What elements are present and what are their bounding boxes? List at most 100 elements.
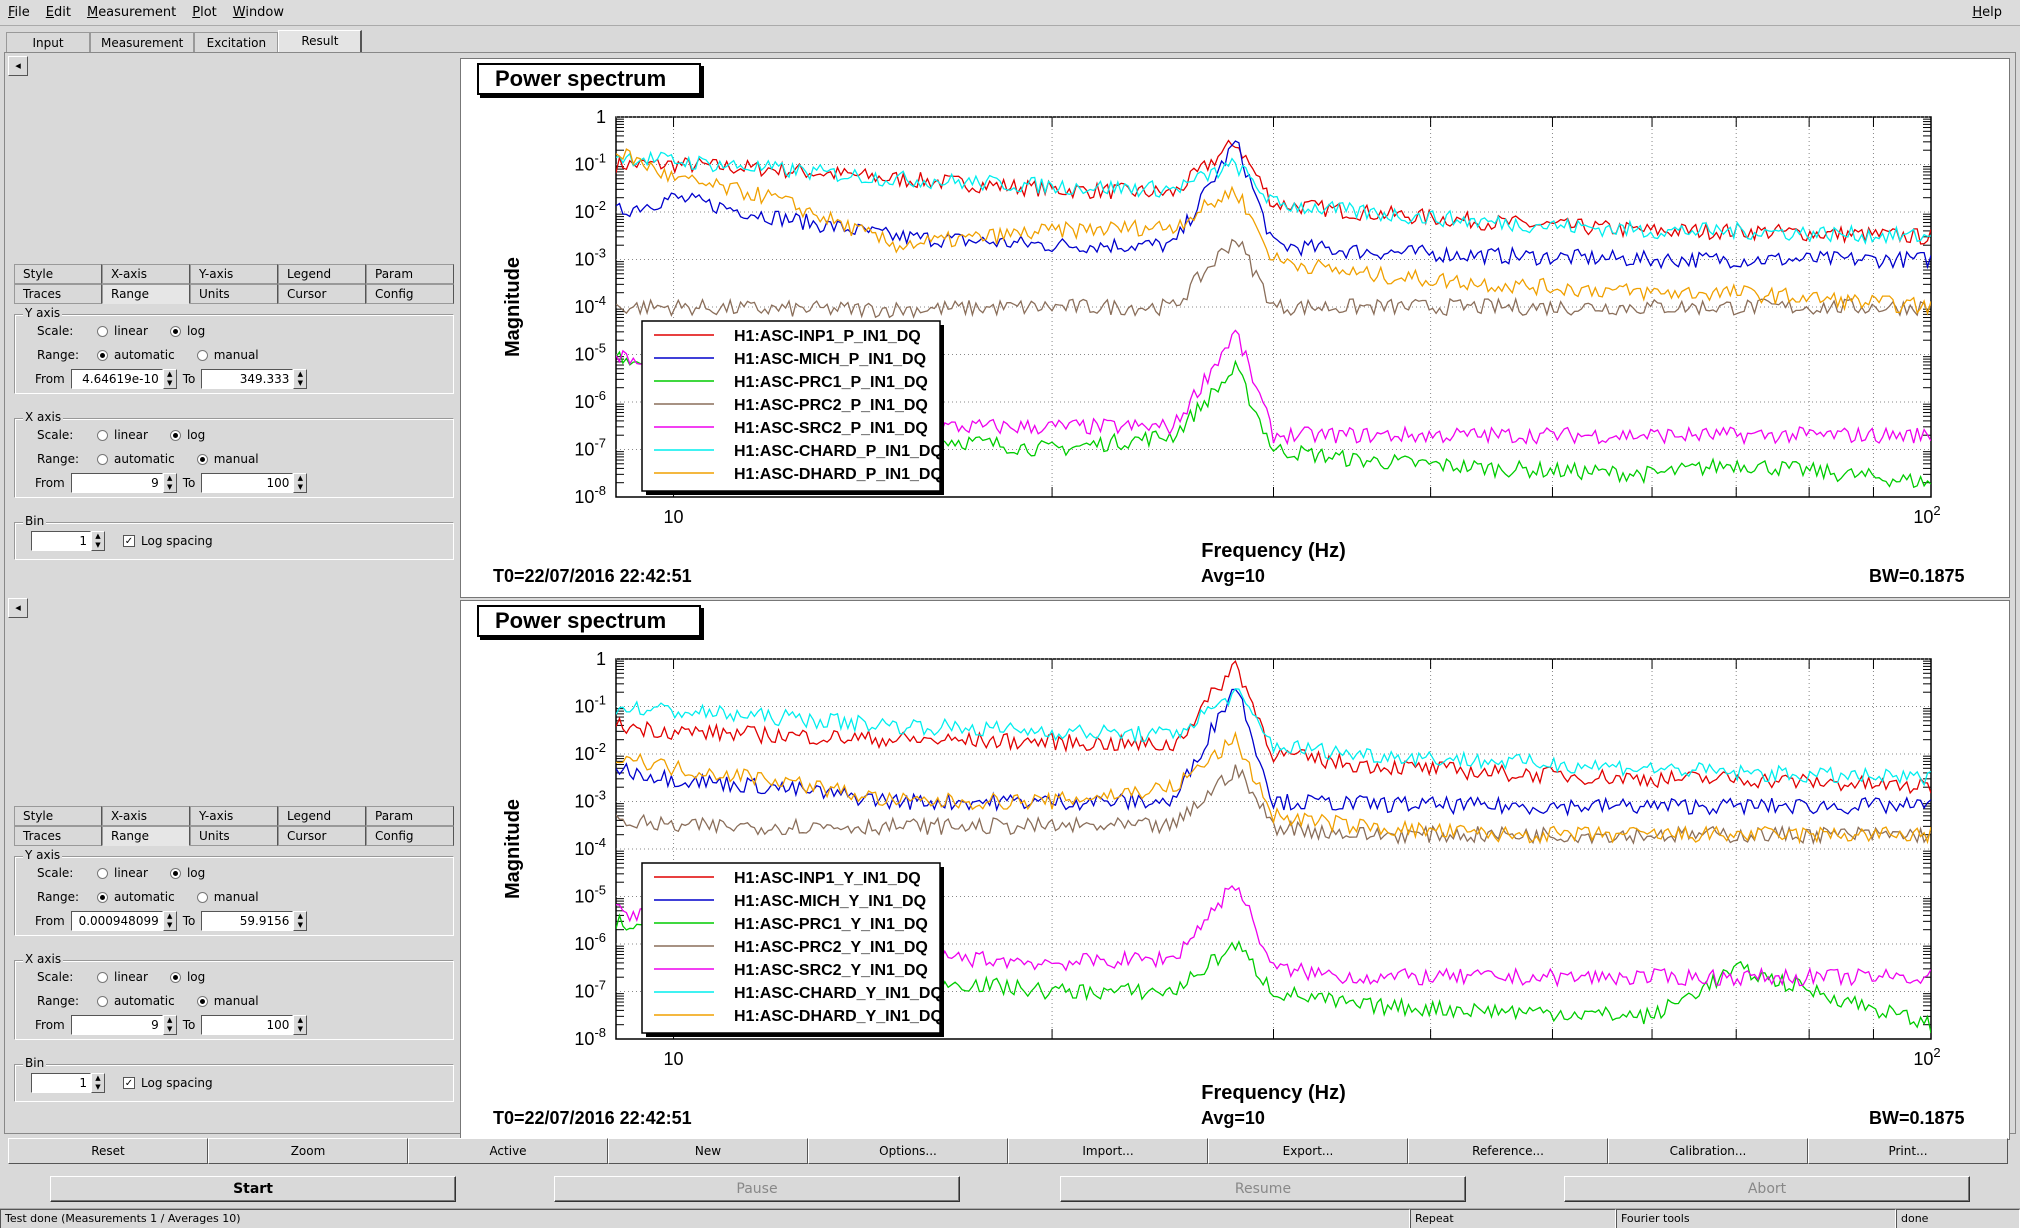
tab-input[interactable]: Input <box>6 32 90 52</box>
y-range-manual-radio[interactable] <box>196 349 208 361</box>
subtab-config[interactable]: Config <box>366 826 454 846</box>
y-scale-log-radio[interactable] <box>169 325 181 337</box>
subtab-range[interactable]: Range <box>102 284 190 304</box>
y-scale-linear-radio[interactable] <box>97 325 108 337</box>
legend-entry: H1:ASC-INP1_P_IN1_DQ <box>734 328 921 345</box>
print-button[interactable]: Print... <box>1808 1138 2008 1164</box>
x-range-manual-label: manual <box>213 994 259 1008</box>
subtab-units[interactable]: Units <box>190 826 278 846</box>
subtab-style[interactable]: Style <box>14 264 102 284</box>
subtab-config[interactable]: Config <box>366 284 454 304</box>
subtab-legend[interactable]: Legend <box>278 264 366 284</box>
subtab-cursor[interactable]: Cursor <box>278 284 366 304</box>
spin-arrows-icon[interactable]: ▲ ▼ <box>162 1015 177 1035</box>
pause-button[interactable]: Pause <box>554 1176 960 1202</box>
spin-arrows-icon[interactable]: ▲ ▼ <box>162 473 177 493</box>
collapse-arrow-icon[interactable]: ◂ <box>8 598 28 618</box>
spin-arrows-icon[interactable]: ▲ ▼ <box>293 911 308 931</box>
import-button[interactable]: Import... <box>1008 1138 1208 1164</box>
x-axis-to-field[interactable]: 100 <box>201 1015 294 1035</box>
subtab-y-axis[interactable]: Y-axis <box>190 806 278 826</box>
spin-arrows-icon[interactable]: ▲ ▼ <box>293 473 308 493</box>
status-bar: Test done (Measurements 1 / Averages 10)… <box>0 1208 2020 1228</box>
y-scale-linear-label: linear <box>114 324 148 338</box>
bin-row: 1 ▲ ▼ ✓ Log spacing <box>31 1073 213 1093</box>
active-button[interactable]: Active <box>408 1138 608 1164</box>
log-spacing-checkbox[interactable]: ✓ <box>123 1077 135 1089</box>
legend-entry: H1:ASC-MICH_P_IN1_DQ <box>734 351 926 368</box>
log-spacing-checkbox[interactable]: ✓ <box>123 535 135 547</box>
x-axis-group: X axis Scale: linear log Range: automatic manu… <box>14 410 454 498</box>
x-axis-to-field[interactable]: 100 <box>201 473 294 493</box>
abort-button[interactable]: Abort <box>1564 1176 1970 1202</box>
subtab-range[interactable]: Range <box>102 826 190 846</box>
subtab-traces[interactable]: Traces <box>14 826 102 846</box>
subtab-param[interactable]: Param <box>366 806 454 826</box>
main-tab-bar: Input Measurement Excitation Result <box>6 30 363 52</box>
spin-arrows-icon[interactable]: ▲ ▼ <box>91 531 105 551</box>
y-range-automatic-radio[interactable] <box>97 891 108 903</box>
y-tick-label: 1 <box>596 649 606 669</box>
resume-button[interactable]: Resume <box>1060 1176 1466 1202</box>
new-button[interactable]: New <box>608 1138 808 1164</box>
power-spectrum-plot[interactable]: 10-8 10-7 10-6 10-5 10-4 10-3 10-2 10-1 1 10 102 Fr… <box>460 58 2010 598</box>
y-axis-from-field[interactable]: 4.64619e-10 <box>70 369 163 389</box>
subtab-traces[interactable]: Traces <box>14 284 102 304</box>
subtab-x-axis[interactable]: X-axis <box>102 806 190 826</box>
spin-arrows-icon[interactable]: ▲ ▼ <box>162 911 177 931</box>
t0-label: T0=22/07/2016 22:42:51 <box>493 1108 692 1128</box>
start-button[interactable]: Start <box>50 1176 456 1202</box>
menu-measurement[interactable]: Measurement <box>86 4 177 20</box>
x-range-manual-radio[interactable] <box>196 453 208 465</box>
reset-button[interactable]: Reset <box>8 1138 208 1164</box>
subtab-units[interactable]: Units <box>190 284 278 304</box>
spin-arrows-icon[interactable]: ▲ ▼ <box>162 369 177 389</box>
subtab-style[interactable]: Style <box>14 806 102 826</box>
x-axis-from-field[interactable]: 9 <box>70 473 163 493</box>
tab-result[interactable]: Result <box>278 30 363 52</box>
menu-plot[interactable]: Plot <box>192 4 217 20</box>
x-axis-from-field[interactable]: 9 <box>70 1015 163 1035</box>
y-axis-from-field[interactable]: 0.000948099 <box>70 911 163 931</box>
collapse-arrow-icon[interactable]: ◂ <box>8 56 28 76</box>
y-tick-label: 10-5 <box>574 341 606 365</box>
menu-edit[interactable]: Edit <box>45 4 71 20</box>
spin-arrows-icon[interactable]: ▲ ▼ <box>293 1015 308 1035</box>
calibration-button[interactable]: Calibration... <box>1608 1138 1808 1164</box>
subtab-legend[interactable]: Legend <box>278 806 366 826</box>
subtab-cursor[interactable]: Cursor <box>278 826 366 846</box>
y-scale-log-radio[interactable] <box>169 867 181 879</box>
reference-button[interactable]: Reference... <box>1408 1138 1608 1164</box>
power-spectrum-plot[interactable]: 10-8 10-7 10-6 10-5 10-4 10-3 10-2 10-1 1 10 102 Fr… <box>460 600 2010 1140</box>
x-range-manual-radio[interactable] <box>196 995 208 1007</box>
bin-field[interactable]: 1 <box>31 531 91 551</box>
zoom-button[interactable]: Zoom <box>208 1138 408 1164</box>
y-axis-to-field[interactable]: 349.333 <box>201 369 294 389</box>
x-range-automatic-radio[interactable] <box>97 453 108 465</box>
spin-arrows-icon[interactable]: ▲ ▼ <box>293 369 308 389</box>
y-axis-to-field[interactable]: 59.9156 <box>201 911 294 931</box>
tab-measurement[interactable]: Measurement <box>90 32 195 52</box>
log-spacing-label: Log spacing <box>141 1076 213 1090</box>
x-scale-log-radio[interactable] <box>169 971 181 983</box>
x-scale-linear-radio[interactable] <box>97 971 108 983</box>
options-button[interactable]: Options... <box>808 1138 1008 1164</box>
x-scale-log-radio[interactable] <box>169 429 181 441</box>
tab-excitation[interactable]: Excitation <box>194 32 279 52</box>
bin-group-title: Bin <box>23 1056 47 1070</box>
y-scale-linear-radio[interactable] <box>97 867 108 879</box>
subtab-x-axis[interactable]: X-axis <box>102 264 190 284</box>
subtab-y-axis[interactable]: Y-axis <box>190 264 278 284</box>
bin-field[interactable]: 1 <box>31 1073 91 1093</box>
subtab-param[interactable]: Param <box>366 264 454 284</box>
x-range-automatic-radio[interactable] <box>97 995 108 1007</box>
x-scale-linear-radio[interactable] <box>97 429 108 441</box>
spin-arrows-icon[interactable]: ▲ ▼ <box>91 1073 105 1093</box>
y-range-manual-radio[interactable] <box>196 891 208 903</box>
menu-help[interactable]: Help <box>1972 5 2002 20</box>
export-button[interactable]: Export... <box>1208 1138 1408 1164</box>
menu-file[interactable]: File <box>8 4 30 20</box>
y-range-automatic-radio[interactable] <box>97 349 108 361</box>
menu-window[interactable]: Window <box>232 4 285 20</box>
x-tick-label: 102 <box>1913 1045 1940 1069</box>
